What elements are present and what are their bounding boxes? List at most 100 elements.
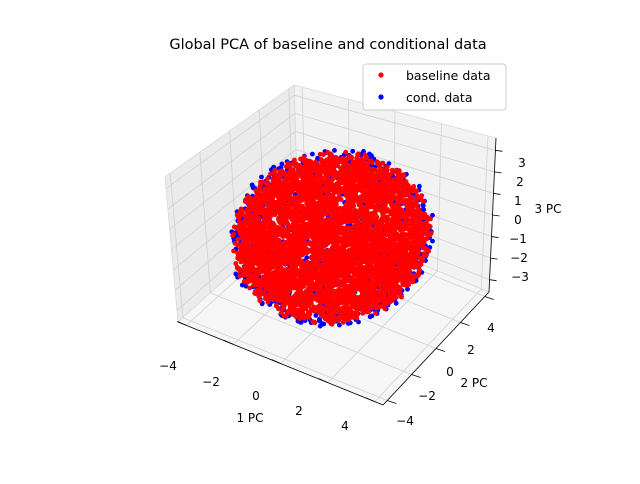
point-baseline-data xyxy=(301,193,308,200)
point-cond-data xyxy=(420,202,426,208)
x-tick-mark xyxy=(224,340,234,345)
point-baseline-data xyxy=(334,288,341,296)
point-baseline-data xyxy=(324,192,331,200)
point-baseline-data xyxy=(296,186,303,193)
point-baseline-data xyxy=(347,211,354,218)
point-cond-data xyxy=(420,206,426,212)
point-baseline-data xyxy=(374,205,381,213)
point-baseline-data xyxy=(396,168,402,174)
point-baseline-data xyxy=(373,275,380,282)
point-baseline-data xyxy=(240,208,246,214)
point-baseline-data xyxy=(251,277,258,284)
point-baseline-data xyxy=(346,261,353,268)
point-baseline-data xyxy=(329,158,336,165)
point-baseline-data xyxy=(364,289,371,296)
z-tick-labels: −3 −2 −1 0 1 2 3 xyxy=(509,156,529,284)
point-baseline-data xyxy=(349,155,355,160)
point-baseline-data xyxy=(365,283,372,290)
point-baseline-data xyxy=(395,210,403,217)
point-baseline-data xyxy=(261,263,268,271)
point-baseline-data xyxy=(381,266,388,273)
point-baseline-data xyxy=(355,152,360,158)
point-baseline-data xyxy=(303,209,310,216)
point-baseline-data xyxy=(232,240,238,246)
point-baseline-data xyxy=(404,237,411,244)
point-baseline-data xyxy=(278,277,285,284)
point-baseline-data xyxy=(329,282,336,289)
x-tick-label: 0 xyxy=(252,389,260,403)
point-baseline-data xyxy=(402,277,409,285)
point-baseline-data xyxy=(287,200,294,207)
legend-label-baseline: baseline data xyxy=(406,68,491,83)
point-baseline-data xyxy=(311,306,318,313)
point-baseline-data xyxy=(369,160,375,166)
x-tick-mark xyxy=(318,378,328,383)
point-baseline-data xyxy=(338,173,345,181)
point-baseline-data xyxy=(371,282,378,289)
point-cond-data xyxy=(317,323,323,329)
y-tick-label: 0 xyxy=(446,365,454,379)
point-baseline-data xyxy=(389,202,396,209)
point-baseline-data xyxy=(379,235,386,242)
point-baseline-data xyxy=(321,152,326,157)
point-baseline-data xyxy=(384,207,390,213)
point-baseline-data xyxy=(345,248,353,256)
point-baseline-data xyxy=(245,236,252,243)
point-baseline-data xyxy=(356,201,363,208)
point-baseline-data xyxy=(387,292,394,299)
point-baseline-data xyxy=(354,172,362,179)
point-baseline-data xyxy=(303,302,310,309)
legend-marker-cond xyxy=(378,94,384,100)
z-tick-label: 0 xyxy=(514,213,522,227)
point-baseline-data xyxy=(335,254,342,262)
point-baseline-data xyxy=(341,233,348,240)
point-baseline-data xyxy=(329,320,335,325)
x-tick-label: 2 xyxy=(295,404,303,418)
point-baseline-data xyxy=(403,216,410,224)
point-baseline-data xyxy=(269,278,276,285)
point-baseline-data xyxy=(287,244,295,251)
point-baseline-data xyxy=(320,196,327,204)
point-baseline-data xyxy=(244,226,251,234)
point-baseline-data xyxy=(369,299,376,306)
point-baseline-data xyxy=(285,211,293,218)
z-tick-label: 3 xyxy=(518,156,526,170)
point-baseline-data xyxy=(361,274,369,281)
point-baseline-data xyxy=(253,221,260,229)
point-baseline-data xyxy=(297,163,303,168)
point-baseline-data xyxy=(411,186,416,192)
point-baseline-data xyxy=(298,167,305,175)
point-baseline-data xyxy=(404,283,409,288)
point-baseline-data xyxy=(385,275,392,282)
point-baseline-data xyxy=(373,263,380,270)
z-axis-label: 3 PC xyxy=(534,202,561,216)
point-baseline-data xyxy=(240,221,248,229)
point-baseline-data xyxy=(411,210,419,217)
point-baseline-data xyxy=(300,307,305,313)
point-cond-data xyxy=(279,161,285,167)
point-baseline-data xyxy=(330,200,337,207)
point-baseline-data xyxy=(353,166,360,174)
point-baseline-data xyxy=(268,204,275,212)
point-baseline-data xyxy=(407,188,413,194)
point-baseline-data xyxy=(281,285,289,292)
point-baseline-data xyxy=(368,192,376,200)
point-baseline-data xyxy=(420,238,427,245)
point-baseline-data xyxy=(329,247,336,255)
z-tick-mark xyxy=(490,257,498,260)
point-baseline-data xyxy=(399,231,407,238)
point-cond-data xyxy=(321,321,327,327)
point-baseline-data xyxy=(402,264,410,271)
point-baseline-data xyxy=(274,205,282,213)
point-baseline-data xyxy=(277,225,284,232)
point-baseline-data xyxy=(282,219,289,227)
point-baseline-data xyxy=(277,271,284,278)
point-baseline-data xyxy=(413,255,419,261)
point-baseline-data xyxy=(366,309,371,315)
point-baseline-data xyxy=(250,257,257,264)
point-baseline-data xyxy=(337,188,345,195)
point-baseline-data xyxy=(337,229,345,236)
x-tick-mark xyxy=(177,320,187,326)
point-baseline-data xyxy=(255,287,260,293)
